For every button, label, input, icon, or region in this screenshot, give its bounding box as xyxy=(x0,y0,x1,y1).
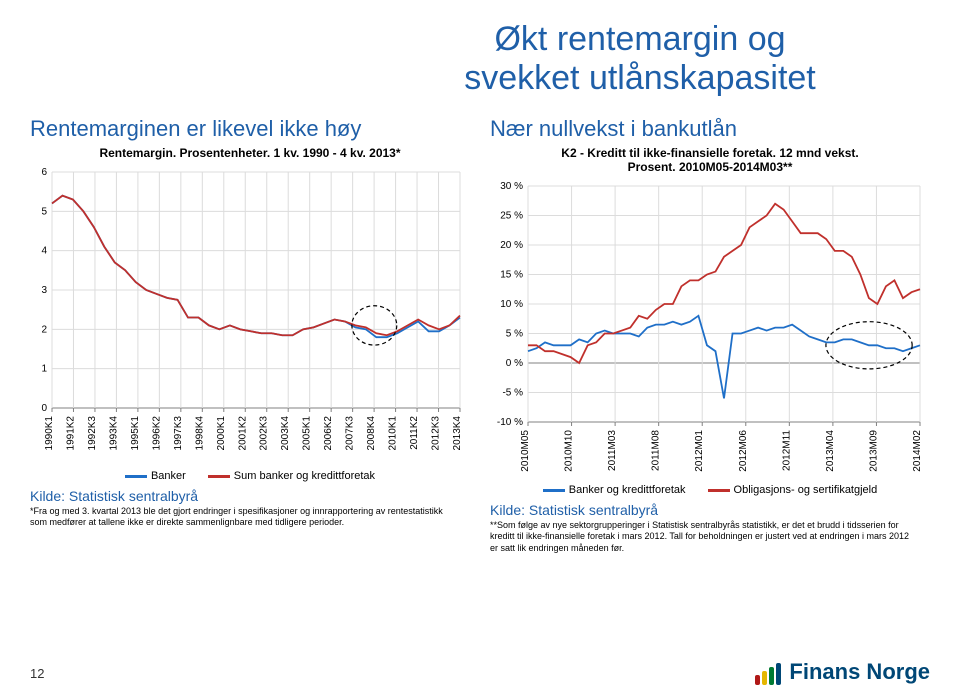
svg-text:2014M02: 2014M02 xyxy=(912,430,923,472)
left-chart: 0 1 2 3 4 5 6 1990K1 1991K2 1992K3 1993K4 1995K1 199… xyxy=(30,166,470,466)
right-chart-panel: Nær nullvekst i bankutlån K2 - Kreditt t… xyxy=(490,116,930,554)
svg-text:1997K3: 1997K3 xyxy=(173,416,184,451)
right-legend: Banker og kredittforetakObligasjons- og … xyxy=(490,484,930,496)
svg-text:2007K3: 2007K3 xyxy=(345,416,356,451)
svg-text:2013K4: 2013K4 xyxy=(452,416,463,451)
svg-text:1996K2: 1996K2 xyxy=(151,416,162,451)
svg-text:2013M04: 2013M04 xyxy=(825,430,836,472)
svg-text:0 %: 0 % xyxy=(506,358,523,369)
svg-text:2010K1: 2010K1 xyxy=(388,416,399,451)
svg-text:1990K1: 1990K1 xyxy=(44,416,55,451)
svg-text:2008K4: 2008K4 xyxy=(366,416,377,451)
svg-text:2003K4: 2003K4 xyxy=(280,416,291,451)
svg-text:2012M01: 2012M01 xyxy=(694,430,705,472)
svg-text:1992K3: 1992K3 xyxy=(87,416,98,451)
logo-icon xyxy=(753,657,783,687)
svg-text:2012M06: 2012M06 xyxy=(738,430,749,472)
svg-text:2012K3: 2012K3 xyxy=(431,416,442,451)
svg-text:2011M03: 2011M03 xyxy=(607,430,618,471)
left-chart-subtitle: Rentemargin. Prosentenheter. 1 kv. 1990 … xyxy=(30,146,470,160)
svg-text:5: 5 xyxy=(41,207,47,218)
svg-text:-10 %: -10 % xyxy=(497,417,523,428)
svg-text:1: 1 xyxy=(41,364,47,375)
svg-text:2005K1: 2005K1 xyxy=(302,416,313,451)
svg-text:1991K2: 1991K2 xyxy=(65,416,76,451)
svg-text:2006K2: 2006K2 xyxy=(323,416,334,451)
logo-text: Finans Norge xyxy=(789,659,930,685)
right-chart: -10 % -5 % 0 % 5 % 10 % 15 % 20 % 25 % 30 % 2010M… xyxy=(490,180,930,480)
left-chart-panel: Rentemarginen er likevel ikke høy Rentem… xyxy=(30,116,470,554)
svg-text:10 %: 10 % xyxy=(500,299,523,310)
right-footnote: **Som følge av nye sektorgrupperinger i … xyxy=(490,520,910,554)
svg-text:2001K2: 2001K2 xyxy=(237,416,248,451)
svg-text:3: 3 xyxy=(41,285,47,296)
right-source: Kilde: Statistisk sentralbyrå xyxy=(490,502,930,518)
svg-text:2010M05: 2010M05 xyxy=(520,430,531,472)
svg-text:0: 0 xyxy=(41,403,47,414)
left-chart-title: Rentemarginen er likevel ikke høy xyxy=(30,116,470,142)
svg-text:2011K2: 2011K2 xyxy=(409,416,420,450)
page-number: 12 xyxy=(30,666,44,681)
svg-text:2013M09: 2013M09 xyxy=(868,430,879,472)
svg-text:30 %: 30 % xyxy=(500,181,523,192)
right-chart-title: Nær nullvekst i bankutlån xyxy=(490,116,930,142)
left-legend: BankerSum banker og kredittforetak xyxy=(30,470,470,482)
svg-text:2: 2 xyxy=(41,325,47,336)
left-footnote: *Fra og med 3. kvartal 2013 ble det gjor… xyxy=(30,506,450,529)
svg-text:2010M10: 2010M10 xyxy=(564,430,575,472)
svg-text:15 %: 15 % xyxy=(500,270,523,281)
svg-text:2000K1: 2000K1 xyxy=(216,416,227,451)
left-source: Kilde: Statistisk sentralbyrå xyxy=(30,488,470,504)
svg-text:20 %: 20 % xyxy=(500,240,523,251)
svg-text:6: 6 xyxy=(41,167,47,178)
svg-text:5 %: 5 % xyxy=(506,329,523,340)
svg-text:1993K4: 1993K4 xyxy=(108,416,119,451)
logo: Finans Norge xyxy=(753,657,930,687)
svg-text:2011M08: 2011M08 xyxy=(651,430,662,471)
slide-title: Økt rentemargin og svekket utlånskapasit… xyxy=(350,20,930,98)
svg-text:2012M11: 2012M11 xyxy=(781,430,792,471)
svg-text:1995K1: 1995K1 xyxy=(130,416,141,451)
svg-text:25 %: 25 % xyxy=(500,211,523,222)
svg-text:4: 4 xyxy=(41,246,47,257)
svg-text:1998K4: 1998K4 xyxy=(194,416,205,451)
svg-text:-5 %: -5 % xyxy=(502,388,523,399)
svg-text:2002K3: 2002K3 xyxy=(259,416,270,451)
right-chart-subtitle: K2 - Kreditt til ikke-finansielle foreta… xyxy=(490,146,930,174)
